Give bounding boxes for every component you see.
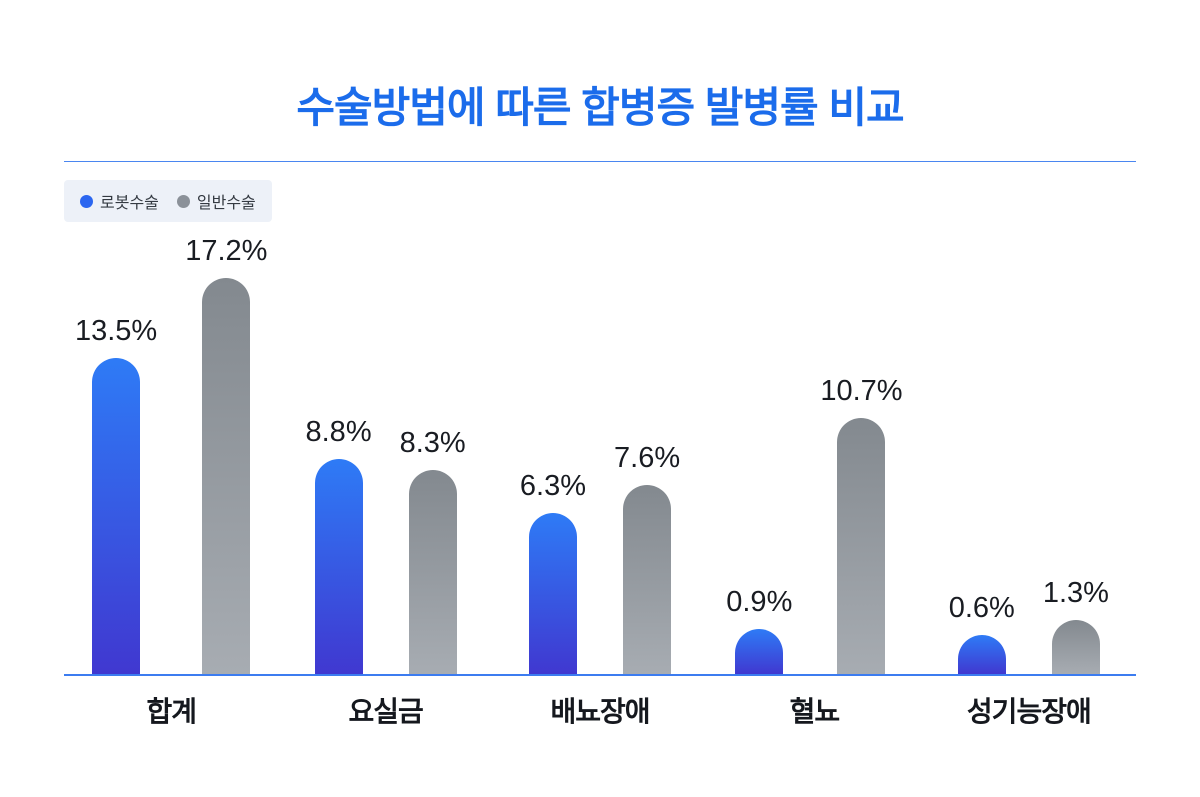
robot-surgery-bar <box>92 357 141 674</box>
bar-column: 10.7% <box>820 374 903 674</box>
legend-label: 일반수술 <box>196 195 256 212</box>
bar-group: 0.9% 10.7% <box>707 375 921 674</box>
bar-column: 8.8% <box>306 416 372 674</box>
legend-wrap: 로봇수술 일반수술 <box>64 180 1200 222</box>
bar-column: 0.6% <box>949 592 1015 674</box>
bar-column: 8.3% <box>400 427 466 674</box>
bar-group: 8.8% 8.3% <box>278 416 492 674</box>
category-label: 혈뇨 <box>789 696 841 727</box>
legend-item-robot: 로봇수술 <box>80 189 159 213</box>
category-label: 배뇨장애 <box>550 696 650 727</box>
robot-surgery-bar <box>314 458 363 674</box>
general-surgery-bar <box>1051 620 1100 674</box>
value-label: 6.3% <box>519 469 587 502</box>
value-label: 7.6% <box>614 441 681 474</box>
bar-groups: 13.5% 17.2% 8.8% 8.3% 6.3% 7.6% 0.9% 10.7% 0.6% 1… <box>64 222 1136 674</box>
general-surgery-bar <box>623 484 672 674</box>
general-surgery-bar <box>202 278 251 674</box>
category-label: 요실금 <box>348 696 423 727</box>
general-surgery-bar <box>837 417 886 674</box>
bar-group: 6.3% 7.6% <box>493 442 707 674</box>
title-divider <box>64 161 1136 162</box>
legend-label: 로봇수술 <box>100 195 159 212</box>
general-surgery-bar <box>408 469 457 674</box>
robot-legend-dot-icon <box>80 194 93 208</box>
bar-column: 13.5% <box>75 315 157 674</box>
bar-column: 6.3% <box>520 470 586 674</box>
general-legend-dot-icon <box>176 194 190 208</box>
value-label: 0.6% <box>948 592 1015 625</box>
value-label: 1.3% <box>1042 577 1109 610</box>
bar-column: 17.2% <box>185 235 267 674</box>
value-label: 13.5% <box>74 314 158 347</box>
legend-item-general: 일반수술 <box>176 189 256 213</box>
robot-surgery-bar <box>735 628 784 674</box>
value-label: 8.8% <box>305 415 372 448</box>
legend: 로봇수술 일반수술 <box>64 180 272 222</box>
bar-column: 7.6% <box>614 442 680 674</box>
bar-column: 0.9% <box>726 586 792 674</box>
value-label: 10.7% <box>820 374 903 407</box>
category-label: 합계 <box>146 696 197 727</box>
robot-surgery-bar <box>957 635 1006 674</box>
chart-title: 수술방법에 따른 합병증 발병률 비교 <box>296 84 904 131</box>
value-label: 8.3% <box>399 426 466 459</box>
bar-group: 0.6% 1.3% <box>922 577 1136 674</box>
plot-area: 13.5% 17.2% 8.8% 8.3% 6.3% 7.6% 0.9% 10.7% 0.6% 1… <box>64 222 1136 730</box>
category-label: 성기능장애 <box>966 696 1092 727</box>
bar-column: 1.3% <box>1043 577 1109 674</box>
x-axis-line <box>64 674 1136 676</box>
category-axis: 합계 요실금 배뇨장애 혈뇨 성기능장애 <box>64 676 1136 730</box>
value-label: 17.2% <box>185 235 268 268</box>
bar-group: 13.5% 17.2% <box>64 235 278 674</box>
value-label: 0.9% <box>726 585 793 618</box>
robot-surgery-bar <box>528 512 577 674</box>
